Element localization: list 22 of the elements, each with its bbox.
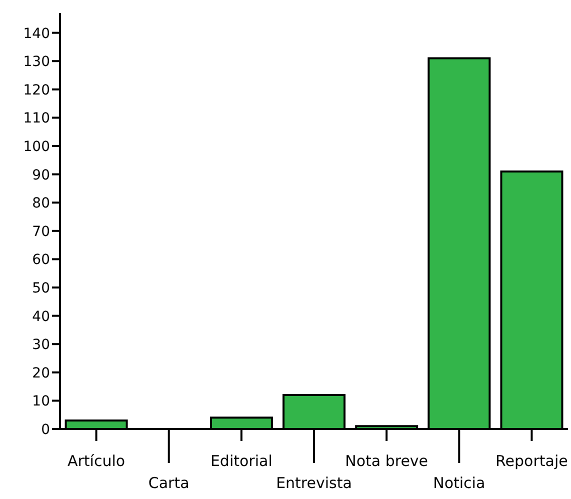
x-tick-label: Noticia: [433, 474, 486, 492]
x-tick-label: Editorial: [210, 452, 272, 470]
y-tick-label: 30: [32, 337, 50, 354]
x-tick-label: Reportaje: [496, 452, 568, 470]
y-tick-label: 10: [32, 394, 50, 410]
x-tick-label: Entrevista: [276, 474, 352, 492]
y-tick-label: 0: [41, 422, 50, 438]
y-tick-label: 50: [32, 280, 50, 296]
y-tick-label: 90: [32, 167, 50, 184]
x-tick-label: Artículo: [67, 452, 126, 470]
y-tick-label: 120: [23, 82, 50, 98]
y-tick-label: 60: [32, 252, 50, 268]
y-tick-label: 70: [32, 224, 50, 240]
y-tick-label: 40: [32, 308, 50, 325]
y-tick-label: 140: [23, 26, 50, 42]
x-tick-label: Carta: [148, 474, 190, 492]
y-tick-label: 110: [23, 110, 50, 127]
y-tick-label: 80: [32, 196, 50, 212]
y-tick-label: 130: [23, 54, 50, 70]
y-tick-label: 20: [32, 365, 50, 382]
x-tick-label: Nota breve: [345, 452, 428, 470]
y-tick-label: 100: [23, 138, 50, 155]
